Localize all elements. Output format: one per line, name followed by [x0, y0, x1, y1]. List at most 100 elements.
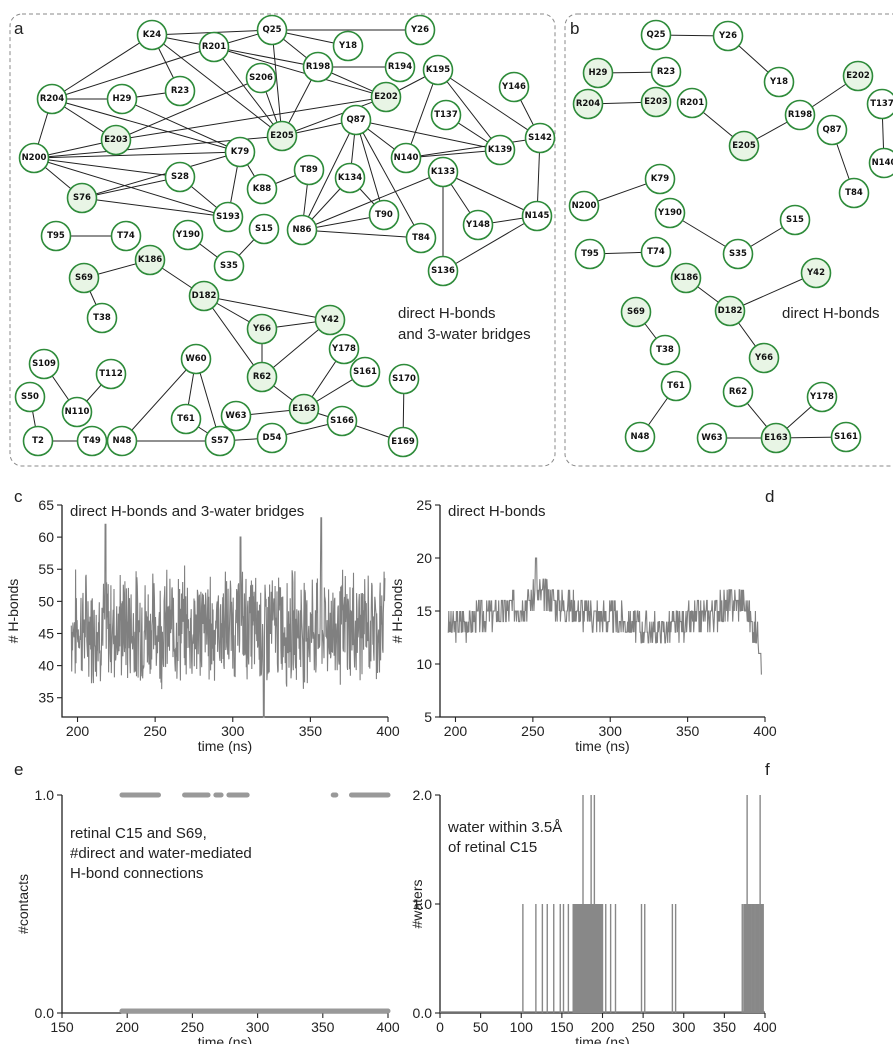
a-node-circle-T137 [430, 99, 462, 131]
chart-c-series-line [70, 517, 386, 718]
b-node-E205: E205 [728, 130, 760, 162]
b-node-circle-S69 [620, 296, 652, 328]
a-node-T137: T137 [430, 99, 462, 131]
a-node-circle-S69 [68, 262, 100, 294]
a-node-E202: E202 [370, 81, 402, 113]
b-node-label-D182: D182 [718, 306, 743, 316]
chart-f-title-2: of retinal C15 [448, 839, 537, 856]
a-node-circle-K139 [484, 134, 516, 166]
a-node-label-Y146: Y146 [501, 82, 526, 92]
a-node-circle-S170 [388, 363, 420, 395]
a-node-circle-N140 [390, 142, 422, 174]
a-node-label-S142: S142 [528, 133, 552, 143]
panel-a-frame [9, 13, 556, 467]
chart-e-xtick-label: 250 [181, 1019, 205, 1035]
b-node-circle-R62 [722, 376, 754, 408]
b-node-Y26: Y26 [712, 20, 744, 52]
chart-d-ytick-label: 15 [416, 603, 432, 619]
b-node-S35: S35 [722, 238, 754, 270]
a-node-label-T74: T74 [117, 231, 135, 241]
chart-d-ytick-label: 20 [416, 550, 432, 566]
chart-e-xtick-label: 400 [376, 1019, 400, 1035]
chart-e-xtick-label: 200 [116, 1019, 140, 1035]
chart-c-ytick-label: 60 [38, 529, 54, 545]
a-node-circle-S50 [14, 381, 46, 413]
b-node-circle-Y190 [654, 197, 686, 229]
a-node-label-S50: S50 [21, 392, 39, 402]
a-node-label-K133: K133 [431, 167, 455, 177]
a-node-Y148: Y148 [462, 209, 494, 241]
chart-c-ytick-label: 50 [38, 593, 54, 609]
a-node-T38: T38 [86, 302, 118, 334]
chart-d-xtick-label: 250 [521, 723, 545, 739]
a-node-R62: R62 [246, 361, 278, 393]
a-edge-Q87-T84 [355, 119, 422, 239]
b-node-label-H29: H29 [589, 68, 608, 78]
a-node-circle-K134 [334, 162, 366, 194]
a-node-label-S76: S76 [73, 193, 91, 203]
b-node-S161: S161 [830, 421, 862, 453]
a-node-S136: S136 [427, 255, 459, 287]
a-node-circle-D182 [188, 280, 220, 312]
b-node-label-T137: T137 [870, 99, 893, 109]
b-node-label-N200: N200 [572, 201, 597, 211]
chart-e-title-2: #direct and water-mediated [70, 845, 252, 862]
b-node-N140: N140 [868, 147, 893, 179]
a-node-label-R23: R23 [171, 86, 189, 96]
a-node-label-E202: E202 [374, 92, 398, 102]
a-node-label-S170: S170 [392, 374, 416, 384]
b-node-label-T61: T61 [667, 381, 685, 391]
a-node-R204: R204 [36, 83, 68, 115]
b-node-T137: T137 [866, 88, 893, 120]
b-node-circle-S15 [779, 204, 811, 236]
b-node-W63: W63 [696, 422, 728, 454]
a-edge-H29-K79 [121, 98, 241, 153]
a-edge-Q87-N86 [301, 119, 357, 231]
a-node-circle-T49 [76, 425, 108, 457]
a-node-R201: R201 [198, 31, 230, 63]
chart-c-ytick-label: 55 [38, 561, 54, 577]
b-node-circle-Y178 [806, 381, 838, 413]
a-edge-R201-E205 [213, 46, 283, 137]
a-node-circle-W60 [180, 343, 212, 375]
a-node-circle-K24 [136, 19, 168, 51]
b-node-label-R62: R62 [729, 387, 747, 397]
b-node-T95: T95 [574, 238, 606, 270]
a-edge-N140-K139 [405, 149, 501, 159]
a-node-circle-K79 [224, 136, 256, 168]
b-node-label-T74: T74 [647, 247, 665, 257]
a-node-label-S206: S206 [249, 73, 273, 83]
a-node-T49: T49 [76, 425, 108, 457]
a-node-S50: S50 [14, 381, 46, 413]
a-node-R194: R194 [384, 51, 416, 83]
a-node-circle-S15 [248, 213, 280, 245]
chart-c-xlabel: time (ns) [198, 738, 252, 754]
a-node-label-K139: K139 [488, 145, 512, 155]
panel-c-letter: c [14, 487, 23, 506]
a-node-K139: K139 [484, 134, 516, 166]
b-node-circle-K79 [644, 163, 676, 195]
a-node-label-Y190: Y190 [175, 230, 200, 240]
a-node-label-K79: K79 [231, 147, 250, 157]
b-node-label-R198: R198 [788, 110, 812, 120]
a-node-circle-S166 [326, 405, 358, 437]
b-node-label-Q25: Q25 [646, 30, 665, 40]
a-node-T89: T89 [293, 154, 325, 186]
chart-f-ytick-label: 2.0 [413, 787, 433, 803]
a-node-N145: N145 [521, 200, 553, 232]
chart-d-xtick-label: 400 [753, 723, 777, 739]
a-node-label-S136: S136 [431, 266, 455, 276]
a-node-label-S28: S28 [171, 172, 189, 182]
a-node-R198: R198 [302, 51, 334, 83]
a-node-T112: T112 [95, 358, 127, 390]
b-node-label-R204: R204 [576, 99, 600, 109]
b-node-circle-E205 [728, 130, 760, 162]
a-edge-S136-N145 [442, 215, 538, 272]
b-node-label-E205: E205 [732, 141, 756, 151]
a-node-label-S193: S193 [216, 212, 240, 222]
a-edge-K195-S142 [437, 69, 541, 139]
b-node-circle-H29 [582, 57, 614, 89]
b-node-circle-T74 [640, 236, 672, 268]
a-node-circle-T89 [293, 154, 325, 186]
a-node-Y146: Y146 [498, 71, 530, 103]
